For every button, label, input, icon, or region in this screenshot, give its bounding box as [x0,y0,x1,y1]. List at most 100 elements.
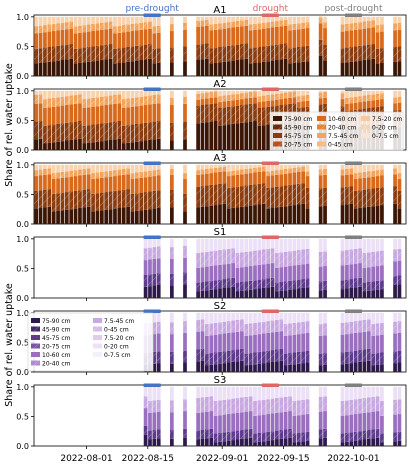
bar-segment [248,386,253,397]
bar-hatch [134,45,139,61]
bar-segment [292,334,297,353]
bar-segment [296,102,301,108]
bar-hatch [226,94,231,101]
bar-segment [213,62,218,76]
bar-hatch [266,45,270,62]
bar-hatch [222,183,227,204]
bar-segment [362,164,367,172]
bar-hatch [139,171,144,178]
bar-segment [296,16,301,24]
bar-segment [183,312,187,322]
bar-hatch [240,186,244,207]
bar-hatch [305,278,310,288]
bar-segment [366,360,371,372]
bar-segment [305,312,310,322]
bar-segment [148,139,152,150]
bar-segment [43,164,47,169]
bar-segment [99,105,104,124]
bar-hatch [104,192,109,210]
bar-hatch [56,172,60,179]
bar-hatch [266,248,270,264]
bar-segment [283,290,288,298]
bar-segment [318,411,323,430]
legend-swatch-hatch [31,326,40,332]
bar-segment [200,206,205,224]
bar-segment [170,238,174,248]
bar-segment [205,25,209,44]
bar-hatch [366,397,371,413]
bar-hatch [375,396,380,412]
bar-hatch [279,430,284,439]
bar-hatch [86,189,91,207]
bar-hatch [200,93,205,100]
bar-segment [148,104,152,123]
bar-segment [78,90,82,95]
bar-segment [340,175,345,188]
legend-label: 7.5-20 cm [372,116,403,123]
legend-swatch [31,318,40,323]
bar-segment [143,177,148,193]
bar-hatch [362,95,367,102]
bar-segment [78,62,82,76]
bar-segment [397,362,402,372]
bar-hatch [244,324,249,336]
bar-hatch [38,169,43,176]
bar-segment [235,26,240,45]
bar-segment [69,58,74,76]
legend-label: 75-90 cm [284,116,313,123]
bar-hatch [56,45,60,61]
bar-segment [64,105,69,123]
bar-segment [51,90,56,98]
bar-segment [292,62,297,76]
bar-segment [270,16,275,22]
bar-hatch [156,321,161,334]
bar-segment [43,207,47,224]
bar-segment [270,100,275,107]
bar-segment [209,16,214,25]
bar-segment [375,99,380,107]
bar-hatch [156,94,161,104]
x-axis-ticks: 2022-08-01 2022-08-15 2022-09-01 2022-09-15… [60,454,379,464]
bar-segment [248,164,253,169]
bar-hatch [358,248,362,264]
bar-hatch [196,93,200,100]
y-tick-label: 0.5 [16,412,29,421]
bar-hatch [235,105,240,124]
bar-hatch [231,21,235,28]
bar-hatch [323,280,327,290]
bar-segment [200,360,205,372]
bar-segment [218,29,222,48]
bar-hatch [362,349,367,362]
bar-hatch [130,193,135,212]
legend-swatch [273,116,282,121]
bar-segment [305,100,310,107]
bar-segment [340,205,345,224]
bar-segment [366,331,371,349]
bar-segment [244,58,249,76]
bar-hatch [261,249,266,265]
bar-segment [226,124,231,150]
bar-segment [231,16,235,22]
bar-segment [244,386,249,397]
bar-hatch [349,279,354,288]
bar-hatch [318,429,323,439]
bar-segment [218,164,222,168]
legend-label: 10-60 cm [42,352,71,359]
bar-segment [200,26,205,45]
bar-segment [305,440,310,446]
bar-segment [104,105,109,123]
bar-hatch [240,44,244,60]
bar-segment [292,289,297,298]
bar-hatch [323,92,327,98]
bar-segment [257,171,262,184]
bar-hatch [113,26,117,34]
bar-segment [292,29,297,48]
bar-segment [345,31,349,48]
bar-segment [340,99,345,107]
bar-hatch [117,94,122,104]
bar-segment [231,90,235,95]
bar-hatch [305,94,310,101]
legend-swatch-hatch [93,343,102,349]
bar-segment [231,286,235,298]
bar-hatch [126,24,130,32]
